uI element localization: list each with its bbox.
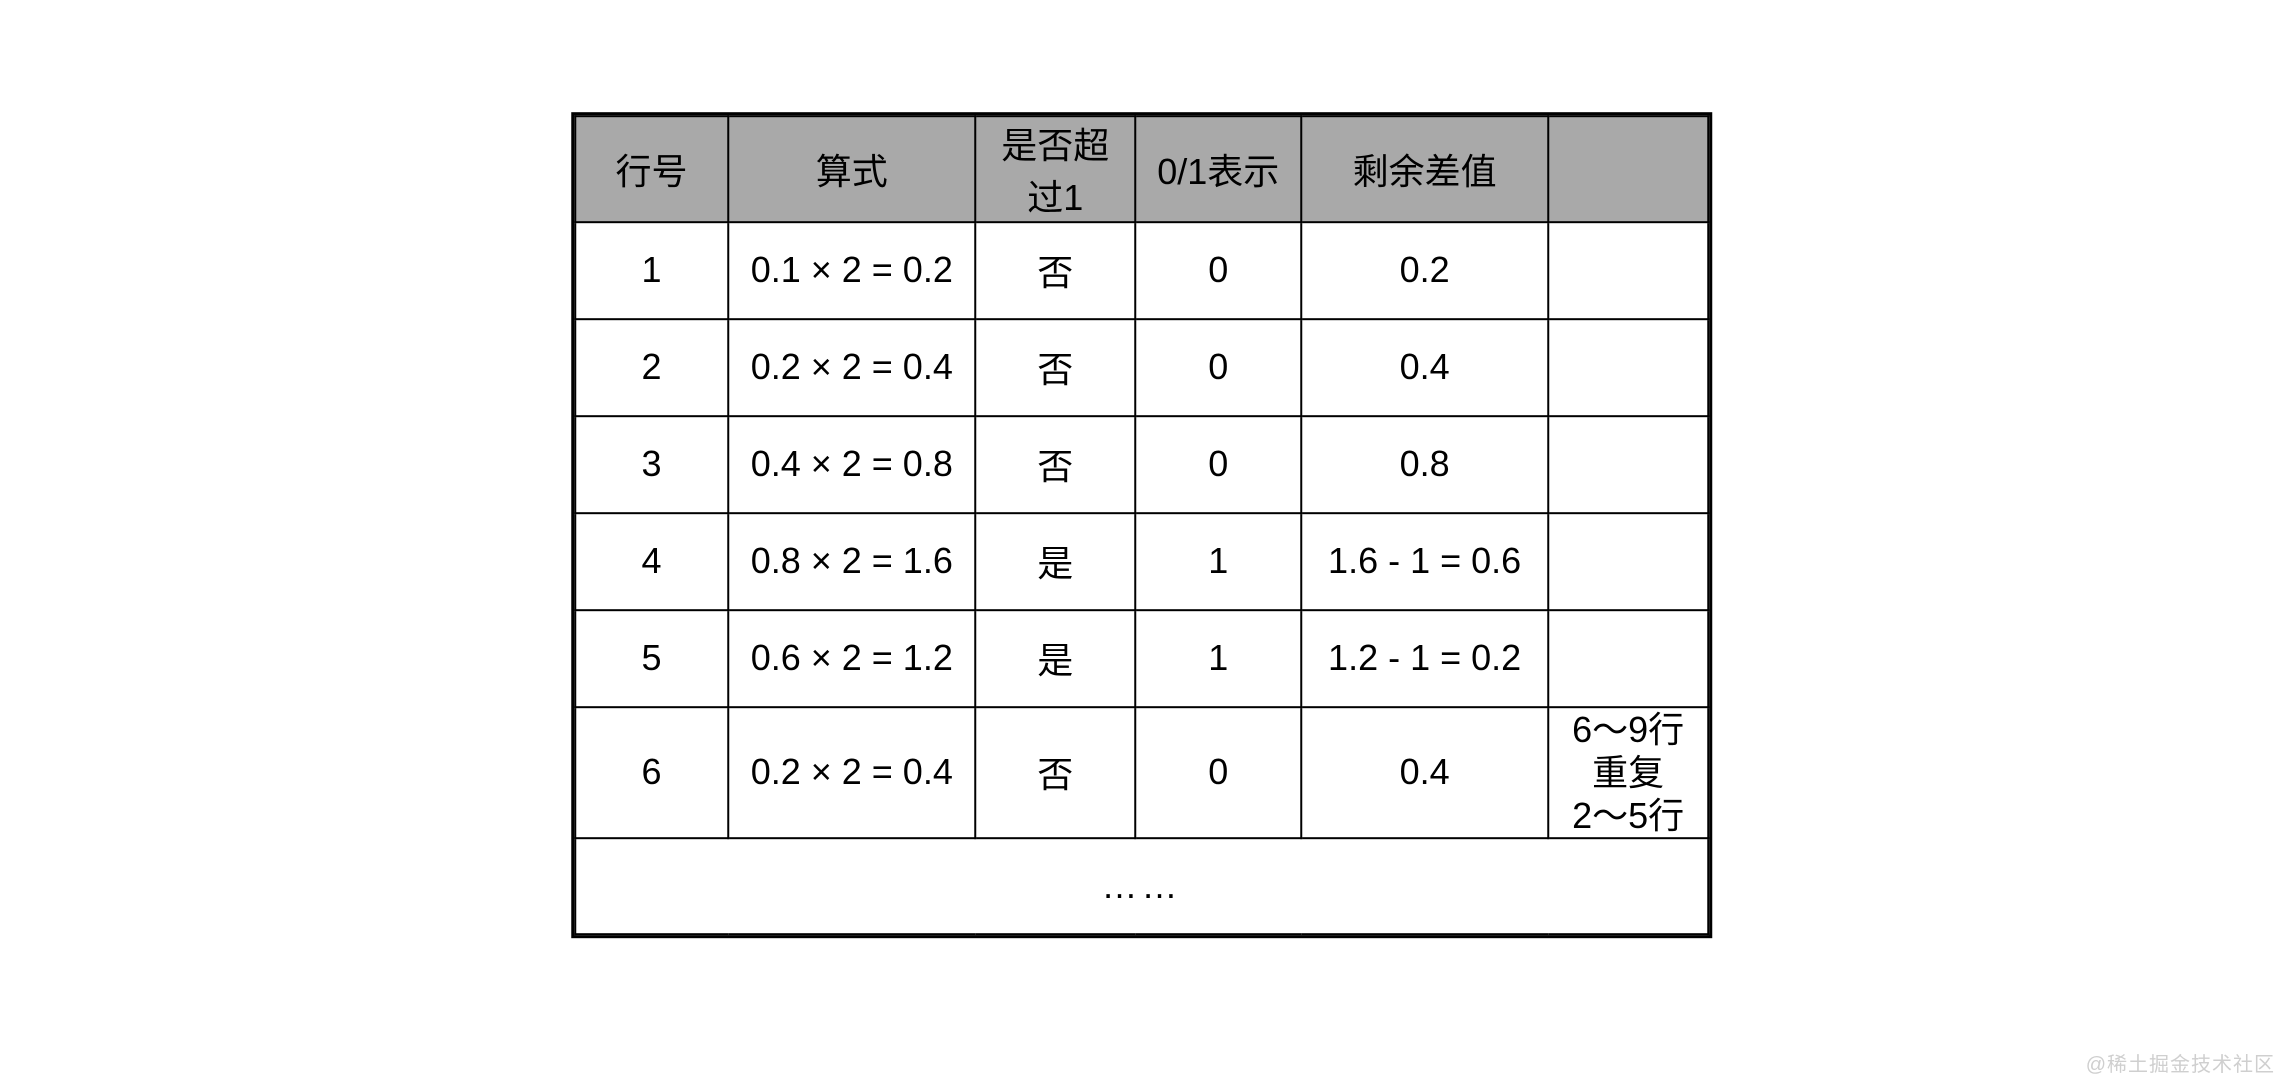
cell-bit: 0 <box>1135 707 1301 839</box>
cell-remainder: 1.6 - 1 = 0.6 <box>1301 513 1548 610</box>
cell-note <box>1548 416 1708 513</box>
header-exceeds: 是否超过1 <box>975 116 1135 222</box>
cell-note: 6～9行重复 2～5行 <box>1548 707 1708 839</box>
cell-remainder: 0.4 <box>1301 707 1548 839</box>
cell-exceeds: 否 <box>975 319 1135 416</box>
cell-remainder: 0.4 <box>1301 319 1548 416</box>
cell-remainder: 0.2 <box>1301 222 1548 319</box>
table-row: 20.2 × 2 = 0.4否00.4 <box>575 319 1709 416</box>
cell-note <box>1548 319 1708 416</box>
cell-remainder: 1.2 - 1 = 0.2 <box>1301 610 1548 707</box>
cell-formula: 0.1 × 2 = 0.2 <box>728 222 975 319</box>
table-row: 60.2 × 2 = 0.4否00.46～9行重复 2～5行 <box>575 707 1709 839</box>
cell-exceeds: 否 <box>975 222 1135 319</box>
cell-formula: 0.4 × 2 = 0.8 <box>728 416 975 513</box>
header-remainder: 剩余差值 <box>1301 116 1548 222</box>
canvas: 行号算式是否超过10/1表示剩余差值 10.1 × 2 = 0.2否00.220… <box>0 0 2283 1083</box>
table-footer-row: …… <box>575 838 1709 934</box>
cell-formula: 0.2 × 2 = 0.4 <box>728 319 975 416</box>
cell-row_num: 5 <box>575 610 729 707</box>
table-body: 10.1 × 2 = 0.2否00.220.2 × 2 = 0.4否00.430… <box>575 222 1709 839</box>
cell-formula: 0.8 × 2 = 1.6 <box>728 513 975 610</box>
header-bit: 0/1表示 <box>1135 116 1301 222</box>
cell-row_num: 1 <box>575 222 729 319</box>
cell-row_num: 6 <box>575 707 729 839</box>
cell-row_num: 4 <box>575 513 729 610</box>
cell-bit: 1 <box>1135 610 1301 707</box>
cell-formula: 0.2 × 2 = 0.4 <box>728 707 975 839</box>
header-formula: 算式 <box>728 116 975 222</box>
cell-bit: 0 <box>1135 416 1301 513</box>
cell-note <box>1548 610 1708 707</box>
cell-exceeds: 是 <box>975 513 1135 610</box>
footer-ellipsis: …… <box>575 838 1709 934</box>
table-row: 40.8 × 2 = 1.6是11.6 - 1 = 0.6 <box>575 513 1709 610</box>
cell-exceeds: 否 <box>975 416 1135 513</box>
cell-bit: 0 <box>1135 319 1301 416</box>
cell-bit: 1 <box>1135 513 1301 610</box>
cell-bit: 0 <box>1135 222 1301 319</box>
table-container: 行号算式是否超过10/1表示剩余差值 10.1 × 2 = 0.2否00.220… <box>571 112 1713 939</box>
conversion-table: 行号算式是否超过10/1表示剩余差值 10.1 × 2 = 0.2否00.220… <box>574 115 1710 936</box>
cell-row_num: 2 <box>575 319 729 416</box>
cell-exceeds: 否 <box>975 707 1135 839</box>
table-row: 30.4 × 2 = 0.8否00.8 <box>575 416 1709 513</box>
cell-row_num: 3 <box>575 416 729 513</box>
cell-formula: 0.6 × 2 = 1.2 <box>728 610 975 707</box>
table-header-row: 行号算式是否超过10/1表示剩余差值 <box>575 116 1709 222</box>
header-row_num: 行号 <box>575 116 729 222</box>
cell-note <box>1548 222 1708 319</box>
cell-note <box>1548 513 1708 610</box>
table-row: 50.6 × 2 = 1.2是11.2 - 1 = 0.2 <box>575 610 1709 707</box>
cell-exceeds: 是 <box>975 610 1135 707</box>
header-note <box>1548 116 1708 222</box>
watermark: @稀土掘金技术社区 <box>2086 1048 2275 1077</box>
table-row: 10.1 × 2 = 0.2否00.2 <box>575 222 1709 319</box>
cell-remainder: 0.8 <box>1301 416 1548 513</box>
